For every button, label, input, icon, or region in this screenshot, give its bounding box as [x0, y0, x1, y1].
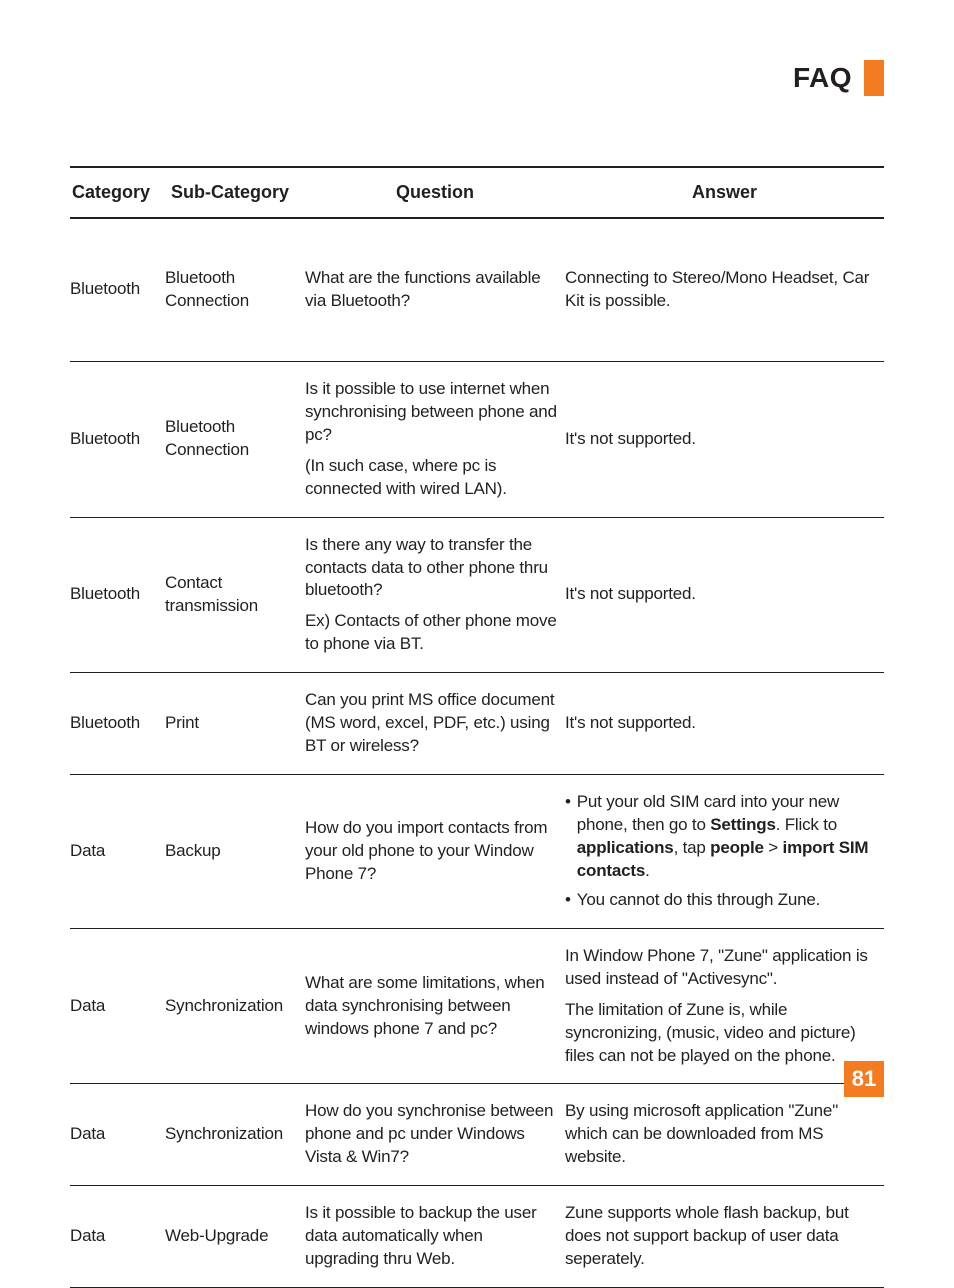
cell-answer: By using microsoft application "Zune" wh…	[565, 1084, 884, 1186]
cell-question: What are some limitations, when data syn…	[305, 928, 565, 1084]
text-block: Can you print MS office document (MS wor…	[305, 689, 559, 758]
cell-answer: It's not supported.	[565, 361, 884, 517]
col-header-subcategory: Sub-Category	[165, 167, 305, 218]
text-block: (In such case, where pc is connected wit…	[305, 455, 559, 501]
bullet-item: • You cannot do this through Zune.	[565, 889, 878, 912]
cell-subcategory: Synchronization	[165, 1084, 305, 1186]
cell-answer: Connecting to Stereo/Mono Headset, Car K…	[565, 218, 884, 361]
table-row: DataSynchronizationHow do you synchronis…	[70, 1084, 884, 1186]
cell-answer: In Window Phone 7, "Zune" application is…	[565, 928, 884, 1084]
cell-question: Is it possible to backup the user data a…	[305, 1186, 565, 1288]
bullet-text: You cannot do this through Zune.	[577, 889, 820, 912]
text-block: Zune supports whole flash backup, but do…	[565, 1202, 878, 1271]
cell-category: Data	[70, 775, 165, 929]
cell-category: Bluetooth	[70, 218, 165, 361]
cell-category: Bluetooth	[70, 361, 165, 517]
cell-subcategory: Bluetooth Connection	[165, 218, 305, 361]
text-block: Is it possible to use internet when sync…	[305, 378, 559, 447]
cell-answer: •Put your old SIM card into your new pho…	[565, 775, 884, 929]
bullet-item: •Put your old SIM card into your new pho…	[565, 791, 878, 883]
bullet-dot-icon: •	[565, 791, 571, 883]
cell-question: Is there any way to transfer the contact…	[305, 517, 565, 673]
col-header-category: Category	[70, 167, 165, 218]
cell-category: Data	[70, 928, 165, 1084]
col-header-question: Question	[305, 167, 565, 218]
page-header: FAQ	[70, 60, 884, 96]
text-block: Connecting to Stereo/Mono Headset, Car K…	[565, 267, 878, 313]
text-block: It's not supported.	[565, 428, 878, 451]
cell-subcategory: Print	[165, 673, 305, 775]
text-block: Is it possible to backup the user data a…	[305, 1202, 559, 1271]
cell-question: Is it possible to use internet when sync…	[305, 361, 565, 517]
cell-answer: It's not supported.	[565, 517, 884, 673]
text-block: Is there any way to transfer the contact…	[305, 534, 559, 603]
cell-category: Bluetooth	[70, 517, 165, 673]
cell-answer: It's not supported.	[565, 673, 884, 775]
cell-question: How do you import contacts from your old…	[305, 775, 565, 929]
table-header-row: Category Sub-Category Question Answer	[70, 167, 884, 218]
text-block: It's not supported.	[565, 712, 878, 735]
bullet-text: Put your old SIM card into your new phon…	[577, 791, 878, 883]
cell-subcategory: Backup	[165, 775, 305, 929]
text-block: Ex) Contacts of other phone move to phon…	[305, 610, 559, 656]
table-row: DataBackupHow do you import contacts fro…	[70, 775, 884, 929]
table-row: BluetoothPrintCan you print MS office do…	[70, 673, 884, 775]
cell-category: Data	[70, 1186, 165, 1288]
text-block: What are some limitations, when data syn…	[305, 972, 559, 1041]
cell-subcategory: Synchronization	[165, 928, 305, 1084]
faq-table: Category Sub-Category Question Answer Bl…	[70, 166, 884, 1288]
bullet-dot-icon: •	[565, 889, 571, 912]
cell-subcategory: Contact transmission	[165, 517, 305, 673]
accent-block-icon	[864, 60, 884, 96]
cell-subcategory: Bluetooth Connection	[165, 361, 305, 517]
cell-category: Data	[70, 1084, 165, 1186]
page-number-badge: 81	[844, 1061, 884, 1097]
page-title: FAQ	[793, 62, 852, 94]
text-block: The limitation of Zune is, while syncron…	[565, 999, 878, 1068]
table-row: BluetoothBluetooth ConnectionIs it possi…	[70, 361, 884, 517]
text-block: What are the functions available via Blu…	[305, 267, 559, 313]
table-row: BluetoothContact transmissionIs there an…	[70, 517, 884, 673]
table-row: BluetoothBluetooth ConnectionWhat are th…	[70, 218, 884, 361]
text-block: How do you import contacts from your old…	[305, 817, 559, 886]
text-block: By using microsoft application "Zune" wh…	[565, 1100, 878, 1169]
page-number: 81	[852, 1066, 876, 1092]
table-row: DataWeb-UpgradeIs it possible to backup …	[70, 1186, 884, 1288]
cell-answer: Zune supports whole flash backup, but do…	[565, 1186, 884, 1288]
cell-question: Can you print MS office document (MS wor…	[305, 673, 565, 775]
cell-question: How do you synchronise between phone and…	[305, 1084, 565, 1186]
cell-question: What are the functions available via Blu…	[305, 218, 565, 361]
text-block: It's not supported.	[565, 583, 878, 606]
cell-category: Bluetooth	[70, 673, 165, 775]
col-header-answer: Answer	[565, 167, 884, 218]
text-block: How do you synchronise between phone and…	[305, 1100, 559, 1169]
cell-subcategory: Web-Upgrade	[165, 1186, 305, 1288]
text-block: In Window Phone 7, "Zune" application is…	[565, 945, 878, 991]
table-row: DataSynchronizationWhat are some limitat…	[70, 928, 884, 1084]
